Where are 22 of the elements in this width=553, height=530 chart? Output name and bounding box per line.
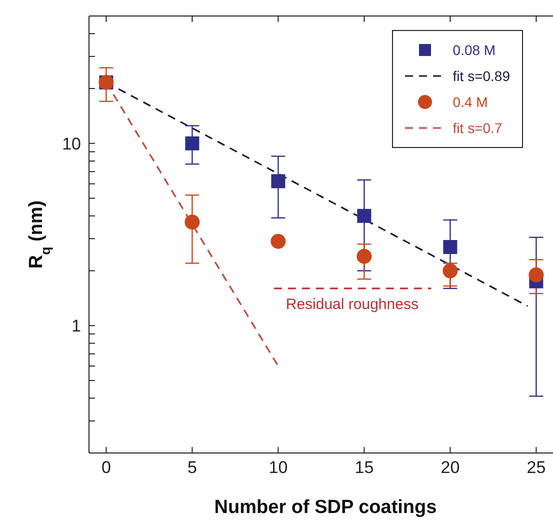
legend-label: fit s=0.89	[452, 68, 510, 84]
point	[357, 208, 372, 223]
x-tick-label: 5	[187, 458, 197, 478]
x-tick-label: 25	[526, 458, 546, 478]
x-tick-label: 0	[101, 458, 111, 478]
legend-label: 0.08 M	[452, 42, 496, 58]
point	[443, 240, 458, 254]
y-tick-label: 1	[72, 316, 81, 336]
x-axis-title: Number of SDP coatings	[214, 497, 437, 518]
point	[528, 267, 544, 282]
point	[185, 136, 200, 150]
legend-label: 0.4 M	[452, 94, 488, 110]
point	[442, 263, 458, 278]
point	[184, 214, 200, 230]
x-tick-label: 15	[354, 458, 374, 478]
legend-label: fit s=0.7	[452, 120, 502, 136]
x-tick-label: 10	[268, 458, 288, 478]
point	[356, 248, 372, 264]
point	[270, 234, 286, 249]
annotation: Residual roughness	[286, 296, 418, 314]
x-tick-label: 20	[440, 458, 460, 478]
point	[271, 174, 286, 188]
